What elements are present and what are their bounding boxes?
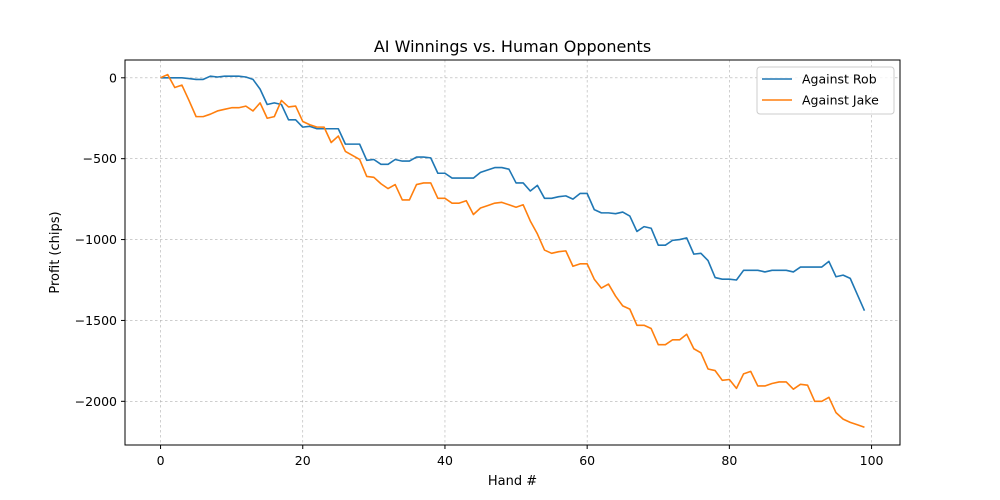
x-tick-label: 40: [437, 453, 453, 468]
y-axis-ticks: 0 −500 −1000 −1500 −2000: [75, 70, 125, 409]
x-tick-label: 0: [157, 453, 165, 468]
series-line-against-jake: [160, 73, 865, 428]
y-tick-label: −1500: [75, 313, 117, 328]
legend: Against Rob Against Jake: [756, 66, 895, 115]
legend-label: Against Rob: [802, 72, 877, 87]
y-tick-label: −1000: [75, 232, 117, 247]
x-tick-label: 80: [721, 453, 737, 468]
grid: [125, 60, 900, 445]
x-axis-label: Hand #: [488, 474, 537, 489]
y-axis-label: Profit (chips): [48, 211, 63, 293]
series-lines: [160, 73, 866, 428]
x-tick-label: 20: [295, 453, 311, 468]
series-line-against-rob: [160, 75, 866, 312]
x-axis-ticks: 0 20 40 60 80 100: [157, 445, 884, 468]
x-tick-label: 60: [579, 453, 595, 468]
y-tick-label: −2000: [75, 394, 117, 409]
plot-frame: [124, 59, 901, 446]
x-tick-label: 100: [860, 453, 884, 468]
legend-label: Against Jake: [802, 93, 879, 108]
y-tick-label: 0: [109, 70, 117, 85]
y-tick-label: −500: [83, 151, 117, 166]
chart-title: AI Winnings vs. Human Opponents: [374, 37, 651, 56]
